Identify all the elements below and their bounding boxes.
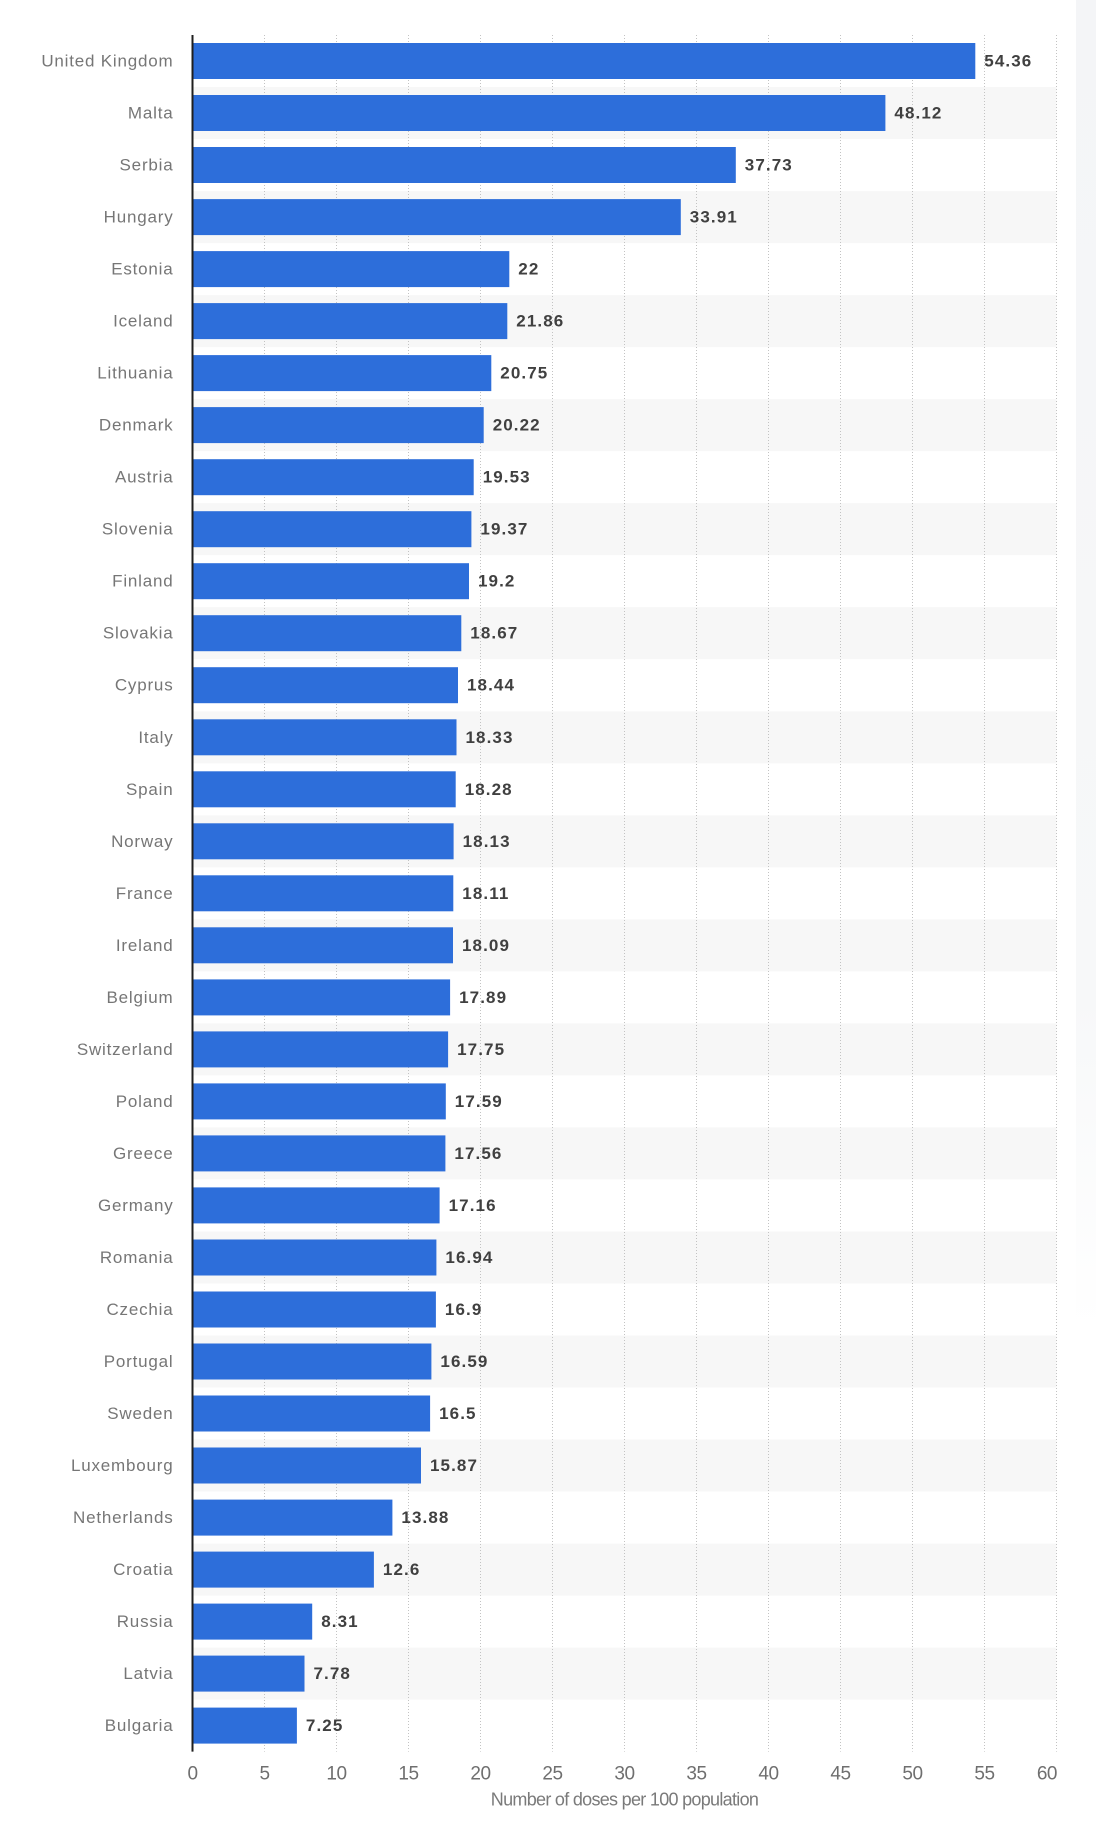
svg-text:Norway: Norway [111, 832, 173, 851]
svg-text:16.59: 16.59 [440, 1352, 488, 1371]
svg-text:17.56: 17.56 [454, 1144, 502, 1163]
svg-text:Portugal: Portugal [104, 1352, 174, 1371]
svg-text:France: France [116, 884, 174, 903]
svg-text:18.44: 18.44 [467, 676, 515, 695]
svg-text:Estonia: Estonia [111, 260, 173, 279]
svg-text:Sweden: Sweden [107, 1404, 173, 1423]
svg-text:50: 50 [902, 1764, 922, 1785]
svg-text:Malta: Malta [128, 104, 174, 123]
svg-text:Belgium: Belgium [106, 988, 173, 1007]
svg-text:15.87: 15.87 [430, 1456, 478, 1475]
svg-text:60: 60 [1037, 1764, 1057, 1785]
svg-text:Luxembourg: Luxembourg [71, 1456, 174, 1475]
svg-text:Ireland: Ireland [116, 936, 174, 955]
svg-text:19.53: 19.53 [483, 468, 531, 487]
svg-text:Latvia: Latvia [123, 1664, 173, 1683]
svg-text:15: 15 [398, 1764, 418, 1785]
svg-text:17.89: 17.89 [459, 988, 507, 1007]
svg-text:Romania: Romania [100, 1248, 174, 1267]
svg-text:Switzerland: Switzerland [77, 1040, 174, 1059]
svg-text:37.73: 37.73 [745, 156, 793, 175]
svg-text:18.13: 18.13 [463, 832, 511, 851]
svg-text:25: 25 [542, 1764, 562, 1785]
svg-text:20: 20 [470, 1764, 490, 1785]
svg-text:19.37: 19.37 [480, 520, 528, 539]
svg-text:Russia: Russia [117, 1612, 174, 1631]
svg-text:30: 30 [614, 1764, 634, 1785]
svg-text:Hungary: Hungary [104, 208, 174, 227]
svg-text:Finland: Finland [112, 572, 173, 591]
svg-text:Germany: Germany [98, 1196, 174, 1215]
svg-text:13.88: 13.88 [401, 1508, 449, 1527]
svg-text:54.36: 54.36 [984, 52, 1032, 71]
svg-text:17.16: 17.16 [449, 1196, 497, 1215]
svg-text:8.31: 8.31 [321, 1612, 359, 1631]
svg-text:Denmark: Denmark [99, 416, 174, 435]
svg-text:Lithuania: Lithuania [97, 364, 173, 383]
svg-text:United Kingdom: United Kingdom [41, 52, 173, 71]
svg-text:Number of doses per 100 popula: Number of doses per 100 population [491, 1790, 758, 1810]
svg-text:7.25: 7.25 [306, 1716, 344, 1735]
svg-text:Czechia: Czechia [106, 1300, 173, 1319]
svg-text:55: 55 [974, 1764, 994, 1785]
svg-text:Iceland: Iceland [113, 312, 173, 331]
svg-text:16.9: 16.9 [445, 1300, 483, 1319]
svg-text:Greece: Greece [113, 1144, 174, 1163]
svg-text:5: 5 [259, 1764, 269, 1785]
svg-text:33.91: 33.91 [690, 208, 738, 227]
svg-text:20.75: 20.75 [500, 364, 548, 383]
svg-text:10: 10 [326, 1764, 346, 1785]
svg-text:Netherlands: Netherlands [73, 1508, 173, 1527]
svg-text:Bulgaria: Bulgaria [105, 1716, 174, 1735]
svg-text:Poland: Poland [116, 1092, 174, 1111]
svg-text:Slovenia: Slovenia [102, 520, 174, 539]
svg-text:20.22: 20.22 [493, 416, 541, 435]
svg-text:Spain: Spain [126, 780, 173, 799]
svg-text:12.6: 12.6 [383, 1560, 421, 1579]
svg-text:17.75: 17.75 [457, 1040, 505, 1059]
svg-text:18.28: 18.28 [465, 780, 513, 799]
svg-text:35: 35 [686, 1764, 706, 1785]
svg-text:48.12: 48.12 [894, 104, 942, 123]
svg-text:Slovakia: Slovakia [103, 624, 174, 643]
svg-text:18.11: 18.11 [462, 884, 509, 903]
svg-text:Italy: Italy [138, 728, 173, 747]
svg-text:45: 45 [830, 1764, 850, 1785]
svg-text:16.5: 16.5 [439, 1404, 477, 1423]
svg-text:22: 22 [518, 260, 539, 279]
svg-text:17.59: 17.59 [455, 1092, 503, 1111]
svg-text:7.78: 7.78 [314, 1664, 352, 1683]
svg-text:Austria: Austria [115, 468, 174, 487]
svg-text:21.86: 21.86 [516, 312, 564, 331]
svg-text:19.2: 19.2 [478, 572, 516, 591]
svg-text:18.09: 18.09 [462, 936, 510, 955]
svg-text:0: 0 [187, 1764, 197, 1785]
svg-text:40: 40 [758, 1764, 778, 1785]
svg-text:16.94: 16.94 [445, 1248, 493, 1267]
svg-text:18.33: 18.33 [466, 728, 514, 747]
svg-text:Croatia: Croatia [113, 1560, 173, 1579]
svg-text:18.67: 18.67 [470, 624, 518, 643]
svg-text:Serbia: Serbia [120, 156, 174, 175]
svg-text:Cyprus: Cyprus [115, 676, 174, 695]
